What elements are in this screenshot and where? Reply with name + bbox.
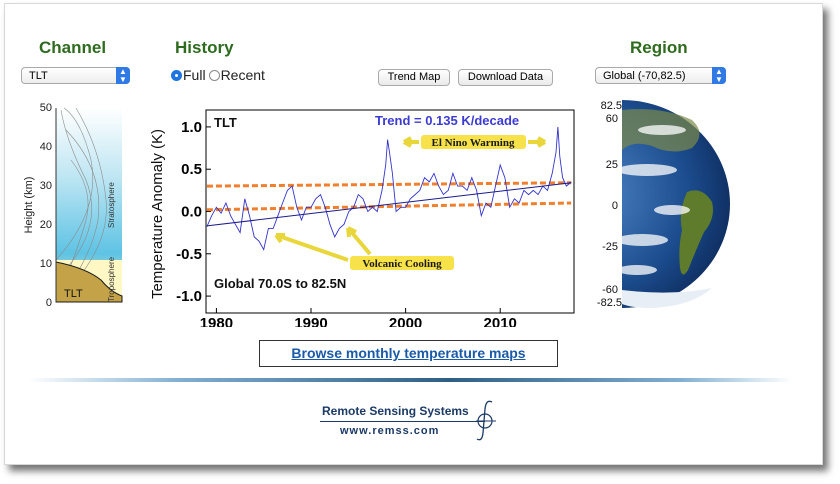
browse-maps-link[interactable]: Browse monthly temperature maps (259, 340, 558, 367)
lat-label: -82.5 (597, 297, 622, 309)
arrow-icon (346, 226, 372, 256)
channel-tick: 40 (40, 141, 52, 153)
trend-label: Trend = 0.135 K/decade (375, 113, 519, 128)
chart-ylabel: Temperature Anomaly (K) (149, 129, 166, 299)
recent-radio[interactable] (208, 69, 220, 81)
tlt-weighting-area (55, 261, 123, 303)
region-globe-figure: 82.5 60 25 0 -25 -60 -82.5 (597, 100, 730, 309)
lat-label: 25 (606, 159, 618, 171)
channel-tick: 30 (40, 180, 52, 192)
history-heading: History (175, 38, 234, 57)
arrow-icon (274, 233, 349, 262)
rss-rule (320, 421, 485, 422)
updown-arrows-icon: ▲ ▼ (116, 67, 130, 84)
troposphere-label: Troposphere (107, 256, 116, 302)
weighting-curves (55, 107, 107, 303)
history-radio-group: Full Recent (171, 67, 265, 83)
rss-name: Remote Sensing Systems (322, 404, 469, 418)
lat-label: 60 (606, 113, 618, 125)
rss-url[interactable]: www.remss.com (340, 425, 440, 437)
arrow-icon (403, 136, 419, 148)
channel-tick: 20 (40, 219, 52, 231)
volcanic-box (350, 256, 454, 270)
region-select-value: Global (-70,82.5) (603, 70, 686, 82)
channel-weighting-figure: 0 10 20 30 40 50 Height (km) TLT Troposp… (23, 102, 123, 309)
x-tick-label: 1980 (200, 315, 233, 327)
dashed-bound-line (206, 181, 572, 188)
full-radio-label[interactable]: Full (183, 67, 206, 83)
lat-label: -25 (602, 241, 618, 253)
dashed-band (206, 181, 572, 212)
footer-divider (28, 378, 793, 382)
volcanic-annotation: Volcanic Cooling (274, 226, 454, 270)
temperature-chart: 1.0 0.5 0.0 -0.5 -1.0 1980 1990 2000 2010 Temper… (149, 109, 575, 327)
full-radio[interactable] (171, 69, 182, 81)
arrow-icon (528, 136, 546, 148)
x-tick-label: 2000 (389, 315, 422, 327)
channel-ticks: 0 10 20 30 40 50 (40, 102, 52, 309)
download-data-button[interactable]: Download Data (458, 69, 553, 86)
trend-map-button[interactable]: Trend Map (378, 69, 450, 86)
stratosphere-label: Stratosphere (107, 182, 116, 228)
lat-label: -60 (602, 284, 618, 296)
x-tick-label: 1990 (294, 315, 327, 327)
y-tick-label: 0.5 (181, 161, 202, 178)
channel-select[interactable]: TLT ▲ ▼ (21, 67, 130, 84)
volcanic-label: Volcanic Cooling (362, 258, 442, 270)
dashed-bound-line (206, 201, 572, 212)
recent-radio-label[interactable]: Recent (220, 67, 265, 83)
cloud-shapes (622, 125, 690, 275)
lat-label: 0 (612, 200, 618, 212)
globe-ocean (622, 100, 730, 308)
channel-tick: 0 (46, 297, 52, 309)
tlt-label: TLT (64, 288, 83, 300)
trend-line (206, 182, 572, 227)
y-tick-label: -0.5 (176, 246, 202, 263)
y-tick-label: 0.0 (181, 204, 202, 221)
series-line (206, 126, 572, 251)
updown-arrows-icon: ▲ ▼ (712, 67, 726, 84)
el-nino-box (421, 135, 526, 149)
channel-tick: 10 (40, 258, 52, 270)
chart-channel-label: TLT (214, 115, 237, 130)
channel-tick: 50 (40, 102, 52, 114)
x-tick-label: 2010 (484, 315, 517, 327)
region-heading: Region (630, 38, 688, 57)
globe-lat-labels: 82.5 60 25 0 -25 -60 -82.5 (597, 100, 622, 309)
chart-ticks: 1.0 0.5 0.0 -0.5 -1.0 1980 1990 2000 2010 (176, 119, 517, 327)
lat-label: 82.5 (601, 100, 622, 112)
el-nino-label: El Nino Warming (432, 137, 515, 149)
el-nino-annotation: El Nino Warming (403, 135, 546, 149)
channel-heading: Channel (39, 38, 107, 57)
y-tick-label: -1.0 (176, 288, 202, 305)
rss-logo-icon (476, 400, 496, 441)
antarctic-shape (622, 288, 712, 308)
channel-ylabel: Height (km) (23, 177, 35, 234)
channel-select-value: TLT (29, 70, 48, 82)
region-label: Global 70.0S to 82.5N (214, 276, 346, 291)
y-tick-label: 1.0 (181, 119, 202, 136)
region-select[interactable]: Global (-70,82.5) ▲ ▼ (595, 67, 726, 84)
